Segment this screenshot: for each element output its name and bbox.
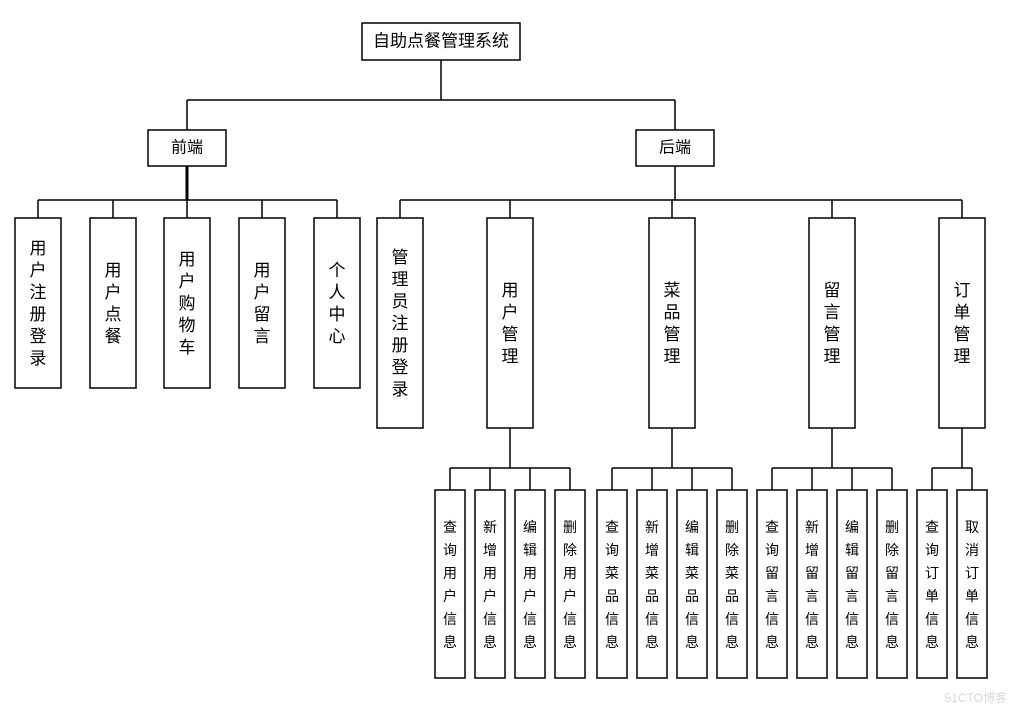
svg-text:51CTO博客: 51CTO博客 — [945, 690, 1007, 705]
svg-text:管理员注册登录: 管理员注册登录 — [392, 248, 409, 399]
svg-text:后端: 后端 — [659, 139, 691, 157]
svg-text:自助点餐管理系统: 自助点餐管理系统 — [373, 31, 509, 50]
svg-text:前端: 前端 — [171, 139, 203, 157]
svg-text:用户购物车: 用户购物车 — [179, 250, 196, 357]
org-chart: 自助点餐管理系统前端后端用户注册登录用户点餐用户购物车用户留言个人中心管理员注册… — [0, 0, 1013, 708]
